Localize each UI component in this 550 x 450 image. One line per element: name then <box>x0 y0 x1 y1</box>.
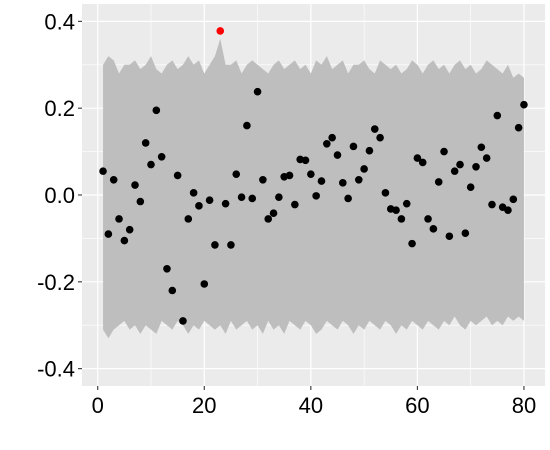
data-point <box>232 170 241 178</box>
data-point <box>349 142 358 151</box>
data-point <box>514 123 523 132</box>
data-point <box>456 160 464 169</box>
data-point <box>429 225 438 233</box>
data-point <box>243 121 251 130</box>
data-point <box>376 133 384 142</box>
data-point <box>259 176 267 184</box>
data-point <box>328 133 336 142</box>
data-point <box>488 200 496 209</box>
data-point <box>269 209 278 218</box>
data-point <box>99 167 107 175</box>
data-point <box>237 193 246 201</box>
data-point <box>301 156 310 165</box>
data-point <box>141 139 150 147</box>
y-tick-label: -0.2 <box>37 270 75 295</box>
data-point <box>333 151 342 159</box>
data-point <box>360 165 368 173</box>
data-point <box>445 232 454 241</box>
data-point <box>173 171 182 180</box>
data-point <box>189 189 198 197</box>
y-axis: -0.4 -0.2 0.0 0.2 0.4 <box>37 9 82 382</box>
data-point <box>450 167 459 175</box>
data-point <box>184 215 193 223</box>
data-point <box>482 154 491 162</box>
data-point <box>440 147 448 156</box>
data-point <box>323 139 331 148</box>
data-point <box>466 183 475 191</box>
data-point <box>200 280 209 288</box>
data-point <box>115 215 123 223</box>
data-point <box>477 143 486 152</box>
data-point <box>147 160 155 169</box>
confidence-band <box>103 38 524 339</box>
data-point <box>179 317 187 325</box>
data-point <box>227 241 235 249</box>
data-point <box>291 200 299 209</box>
x-tick-label: 60 <box>405 393 429 418</box>
data-point <box>520 100 528 109</box>
data-point <box>131 181 139 189</box>
data-point <box>402 199 411 208</box>
y-tick-label: -0.4 <box>37 357 75 382</box>
data-points <box>99 27 528 325</box>
y-tick-label: 0.0 <box>44 183 75 208</box>
data-point <box>504 206 512 214</box>
data-point <box>424 215 432 223</box>
data-point <box>104 230 113 238</box>
data-point <box>339 179 347 187</box>
data-point <box>120 236 129 245</box>
y-tick-label: 0.4 <box>44 9 75 34</box>
data-point <box>312 192 320 200</box>
data-point <box>205 196 214 205</box>
data-point <box>136 197 145 206</box>
data-point <box>221 199 230 208</box>
data-point <box>493 111 502 120</box>
data-point <box>434 178 443 186</box>
data-point <box>248 194 257 203</box>
data-point <box>285 171 294 180</box>
data-point <box>264 215 273 223</box>
data-point <box>381 189 390 197</box>
data-point <box>461 229 470 237</box>
data-point <box>157 153 166 161</box>
data-point <box>109 176 118 184</box>
data-point <box>472 162 480 171</box>
data-point <box>344 194 352 203</box>
data-point <box>317 177 326 185</box>
data-point <box>413 154 422 162</box>
highlighted-point <box>216 27 225 35</box>
data-point <box>365 146 374 155</box>
x-tick-label: 20 <box>192 393 216 418</box>
x-tick-label: 40 <box>299 393 323 418</box>
y-tick-label: 0.2 <box>44 96 75 121</box>
data-point <box>253 87 262 96</box>
data-point <box>211 241 219 249</box>
data-point <box>418 158 427 167</box>
data-point <box>509 195 518 204</box>
data-point <box>397 215 406 223</box>
data-point <box>163 265 171 273</box>
x-tick-label: 80 <box>512 393 536 418</box>
data-point <box>275 193 283 201</box>
data-point <box>370 125 379 133</box>
x-tick-label: 0 <box>92 393 104 418</box>
data-point <box>354 176 363 184</box>
data-point <box>152 106 161 115</box>
data-point <box>307 170 315 178</box>
data-point <box>195 202 203 210</box>
x-axis: 0 20 40 60 80 <box>92 386 536 418</box>
data-point <box>392 206 400 214</box>
data-point <box>168 286 177 295</box>
data-point <box>408 239 416 248</box>
data-point <box>125 225 134 234</box>
